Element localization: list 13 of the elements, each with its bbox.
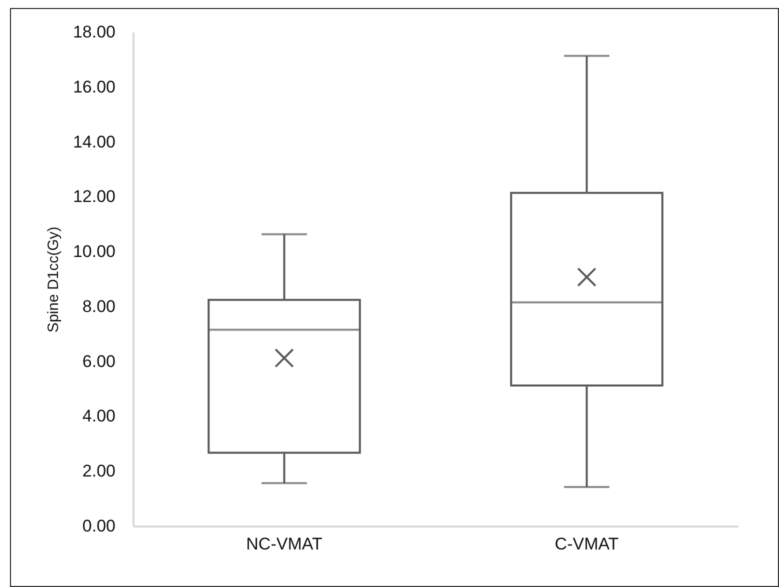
y-tick-label: 6.00 bbox=[82, 352, 116, 371]
y-tick-label: 16.00 bbox=[72, 77, 116, 96]
y-tick-label: 10.00 bbox=[72, 242, 116, 262]
x-tick-label: C-VMAT bbox=[554, 534, 619, 554]
y-tick-label: 14.00 bbox=[72, 132, 116, 152]
y-tick-label: 12.00 bbox=[72, 187, 116, 206]
y-tick-label: 2.00 bbox=[82, 462, 116, 481]
x-tick-label: NC-VMAT bbox=[246, 534, 322, 554]
y-tick-label: 0.00 bbox=[82, 516, 116, 536]
y-tick-label: 4.00 bbox=[82, 406, 116, 426]
y-tick-label: 8.00 bbox=[82, 296, 116, 316]
y-axis-title: Spine D1cc(Gy) bbox=[44, 226, 62, 332]
y-tick-label: 18.00 bbox=[72, 22, 116, 42]
